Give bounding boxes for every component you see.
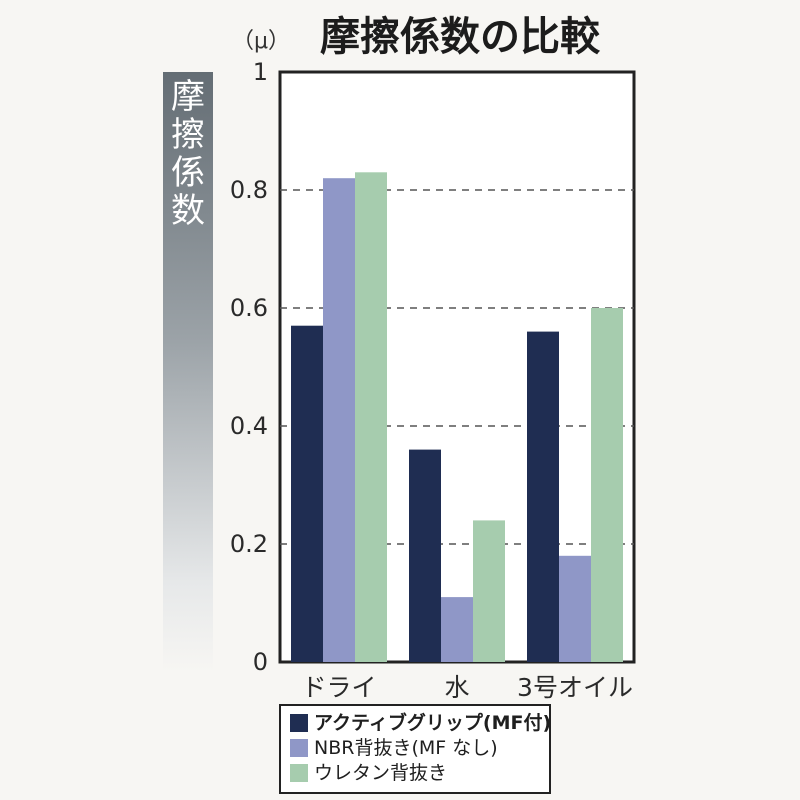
y-tick-labels: 0 0.2 0.4 0.6 0.8 1: [230, 58, 268, 676]
bar: [527, 331, 559, 662]
legend-swatch: [290, 714, 308, 732]
category-label: 水: [444, 673, 469, 702]
bars: [291, 172, 623, 663]
category-label: 3号オイル: [517, 673, 633, 702]
legend: [279, 704, 551, 794]
category-labels: ドライ 水 3号オイル: [301, 673, 632, 702]
legend-label: ウレタン背抜き: [314, 762, 447, 784]
y-tick-label: 0.8: [230, 176, 268, 204]
ylabel-char: 数: [171, 191, 205, 231]
ylabel: 摩擦係数: [171, 77, 205, 231]
y-tick-label: 0.6: [230, 294, 268, 322]
legend-swatch: [290, 739, 308, 757]
y-tick-label: 0.2: [230, 530, 268, 558]
ylabel-char: 擦: [171, 115, 205, 155]
y-tick-label: 0: [253, 648, 268, 676]
y-tick-label: 0.4: [230, 412, 268, 440]
legend-swatch: [290, 764, 308, 782]
ylabel-char: 係: [171, 153, 205, 193]
bar: [591, 308, 623, 662]
bar: [559, 555, 591, 662]
category-label: ドライ: [301, 673, 376, 702]
bar: [355, 172, 387, 663]
bar: [291, 325, 323, 662]
ylabel-band: [163, 72, 213, 672]
bar: [473, 520, 505, 662]
bar: [409, 449, 441, 662]
y-tick-label: 1: [253, 58, 268, 86]
legend-label: NBR背抜き(MF なし): [314, 737, 498, 759]
legend-label: アクティブグリップ(MF付): [314, 711, 551, 734]
ylabel-char: 摩: [171, 77, 205, 117]
bar: [323, 178, 355, 662]
chart-title: 摩擦係数の比較: [320, 14, 601, 60]
bar: [441, 597, 473, 662]
legend-items: アクティブグリップ(MF付) NBR背抜き(MF なし) ウレタン背抜き: [290, 711, 551, 784]
unit-label: （μ）: [232, 29, 290, 54]
